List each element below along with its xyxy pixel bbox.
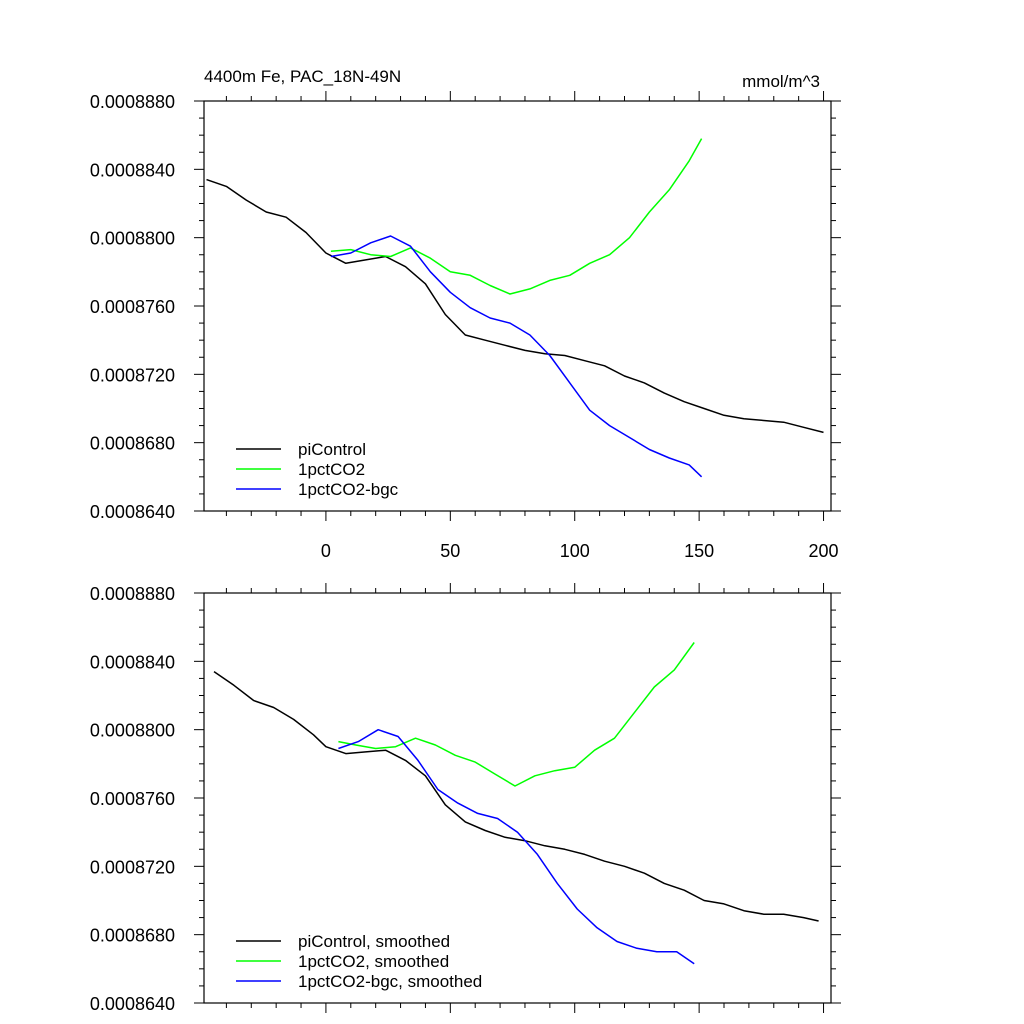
series-line — [338, 728, 695, 965]
x-tick-label: 50 — [440, 541, 460, 561]
y-tick-label: 0.0008800 — [90, 721, 175, 741]
y-tick-label: 0.0008880 — [90, 92, 175, 112]
y-tick-label: 0.0008680 — [90, 434, 175, 454]
legend-label: 1pctCO2, smoothed — [298, 952, 449, 971]
x-tick-label: 200 — [809, 541, 839, 561]
y-tick-label: 0.0008800 — [90, 229, 175, 249]
y-tick-label: 0.0008760 — [90, 789, 175, 809]
legend-label: piControl, smoothed — [298, 932, 450, 951]
y-tick-label: 0.0008760 — [90, 297, 175, 317]
series-line — [330, 138, 703, 295]
series-line — [330, 235, 703, 478]
series-line — [206, 178, 824, 434]
units-label: mmol/m^3 — [742, 72, 820, 91]
x-tick-label: 0 — [321, 541, 331, 561]
y-tick-label: 0.0008640 — [90, 502, 175, 522]
y-tick-label: 0.0008720 — [90, 857, 175, 877]
y-tick-label: 0.0008640 — [90, 994, 175, 1014]
x-tick-label: 150 — [684, 541, 714, 561]
top-panel: 0 50 100 150 200 0.0008640 0.0008680 0.0008720 0… — [90, 91, 841, 561]
bottom-panel: 0.0008640 0.0008680 0.0008720 0.0008760 0.00… — [90, 583, 841, 1014]
y-tick-label: 0.0008680 — [90, 926, 175, 946]
y-tick-label: 0.0008720 — [90, 365, 175, 385]
legend-label: 1pctCO2 — [298, 460, 365, 479]
plot-title: 4400m Fe, PAC_18N-49N — [204, 67, 401, 86]
legend-label: piControl — [298, 440, 366, 459]
y-tick-label: 0.0008880 — [90, 584, 175, 604]
x-tick-label: 100 — [560, 541, 590, 561]
legend-label: 1pctCO2-bgc — [298, 480, 399, 499]
series-line — [338, 642, 695, 787]
y-tick-label: 0.0008840 — [90, 160, 175, 180]
y-tick-label: 0.0008840 — [90, 652, 175, 672]
series-line — [213, 670, 819, 922]
legend-label: 1pctCO2-bgc, smoothed — [298, 972, 482, 991]
